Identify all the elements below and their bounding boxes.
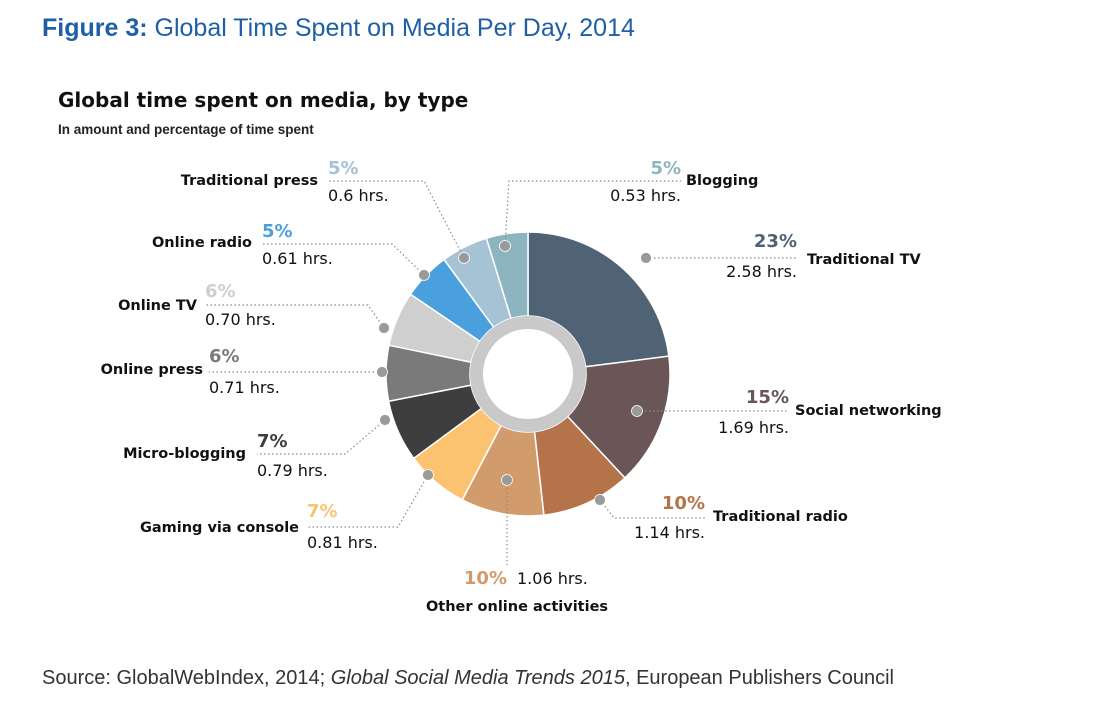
source-prefix: Source: GlobalWebIndex, 2014;	[42, 667, 331, 689]
leader-traditional-press	[328, 180, 465, 259]
pct-label-traditional-press: 5%	[328, 158, 359, 179]
category-label-traditional-radio: Traditional radio	[713, 509, 848, 525]
pct-label-gaming-via-console: 7%	[307, 501, 338, 522]
hours-label-online-press: 0.71 hrs.	[209, 378, 280, 397]
hours-label-online-tv: 0.70 hrs.	[205, 310, 276, 329]
figure-label: Figure 3:	[42, 14, 148, 42]
hours-label-gaming-via-console: 0.81 hrs.	[307, 533, 378, 552]
marker-social-networking	[631, 405, 643, 417]
leader-gaming-via-console	[307, 474, 429, 528]
source-suffix: , European Publishers Council	[624, 667, 894, 689]
category-label-social-networking: Social networking	[795, 403, 942, 419]
figure-title-text: Global Time Spent on Media Per Day, 2014	[154, 14, 635, 42]
category-label-micro-blogging: Micro-blogging	[123, 446, 246, 462]
hours-label-traditional-tv: 2.58 hrs.	[726, 262, 797, 281]
category-label-online-tv: Online TV	[118, 298, 198, 314]
marker-traditional-tv	[640, 252, 652, 264]
pct-label-micro-blogging: 7%	[257, 431, 288, 452]
donut-hole	[483, 329, 573, 419]
figure-title: Figure 3: Global Time Spent on Media Per…	[42, 14, 635, 43]
hours-label-traditional-press: 0.6 hrs.	[328, 186, 389, 205]
marker-blogging	[499, 240, 511, 252]
marker-online-radio	[418, 269, 430, 281]
leader-online-tv	[205, 304, 385, 329]
pct-label-traditional-tv: 23%	[754, 231, 797, 252]
marker-other-online-activities	[501, 474, 513, 486]
category-label-gaming-via-console: Gaming via console	[140, 520, 299, 536]
source-publication: Global Social Media Trends 2015	[330, 667, 625, 689]
marker-micro-blogging	[379, 414, 391, 426]
pct-label-other-online-activities: 10%	[464, 568, 507, 589]
marker-traditional-radio	[594, 494, 606, 506]
leader-blogging	[504, 180, 681, 247]
marker-gaming-via-console	[422, 469, 434, 481]
hours-label-traditional-radio: 1.14 hrs.	[634, 523, 705, 542]
category-label-blogging: Blogging	[686, 173, 758, 189]
pct-label-online-radio: 5%	[262, 221, 293, 242]
category-label-online-radio: Online radio	[152, 235, 252, 251]
category-label-other-online-activities: Other online activities	[426, 599, 608, 615]
marker-online-press	[376, 366, 388, 378]
chart-title: Global time spent on media, by type	[58, 88, 469, 112]
category-label-online-press: Online press	[101, 362, 203, 378]
leader-online-radio	[262, 243, 425, 276]
hours-label-micro-blogging: 0.79 hrs.	[257, 461, 328, 480]
category-label-traditional-press: Traditional press	[181, 173, 318, 189]
hours-label-online-radio: 0.61 hrs.	[262, 249, 333, 268]
source-note: Source: GlobalWebIndex, 2014; Global Soc…	[42, 667, 894, 690]
chart-subtitle: In amount and percentage of time spent	[58, 122, 314, 137]
marker-traditional-press	[458, 252, 470, 264]
pct-label-social-networking: 15%	[746, 387, 789, 408]
pct-label-online-tv: 6%	[205, 281, 236, 302]
category-label-traditional-tv: Traditional TV	[807, 252, 921, 268]
pct-label-traditional-radio: 10%	[662, 493, 705, 514]
pct-label-online-press: 6%	[209, 346, 240, 367]
hours-label-social-networking: 1.69 hrs.	[718, 418, 789, 437]
hours-label-other-online-activities: 1.06 hrs.	[517, 569, 588, 588]
leader-micro-blogging	[257, 419, 386, 455]
marker-online-tv	[378, 322, 390, 334]
hours-label-blogging: 0.53 hrs.	[610, 186, 681, 205]
pct-label-blogging: 5%	[650, 158, 681, 179]
